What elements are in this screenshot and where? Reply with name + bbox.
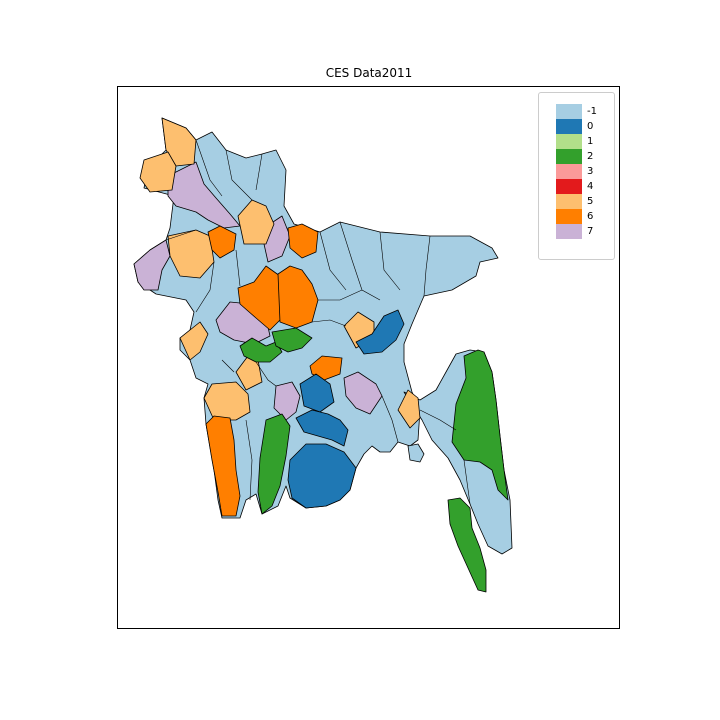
district-cat0 bbox=[295, 409, 349, 447]
district-boundary bbox=[339, 221, 381, 301]
legend-label: 0 bbox=[587, 121, 594, 132]
district-boundary bbox=[318, 289, 363, 301]
district-boundary bbox=[463, 459, 471, 505]
district-cat7 bbox=[167, 161, 241, 229]
legend-swatch bbox=[556, 134, 582, 149]
district-boundary bbox=[195, 261, 215, 313]
district-boundary bbox=[225, 149, 253, 201]
plot-frame bbox=[117, 86, 620, 629]
district-cat0 bbox=[355, 309, 405, 355]
legend-swatch bbox=[556, 209, 582, 224]
legend-swatch bbox=[556, 179, 582, 194]
legend-swatch bbox=[556, 224, 582, 239]
legend-label: 2 bbox=[587, 151, 594, 162]
legend-swatch bbox=[556, 119, 582, 134]
legend-label: -1 bbox=[587, 106, 597, 117]
district-cat5 bbox=[179, 321, 209, 361]
district-boundary bbox=[255, 153, 263, 191]
district-boundary bbox=[319, 231, 347, 291]
district-cat2 bbox=[447, 497, 487, 593]
district-cat6 bbox=[205, 415, 241, 517]
legend-label: 5 bbox=[587, 196, 594, 207]
district-boundary bbox=[423, 235, 431, 297]
district-cat5 bbox=[167, 229, 215, 279]
district-cat6 bbox=[309, 355, 343, 381]
district-cat5 bbox=[139, 151, 177, 193]
district-cat2 bbox=[257, 413, 291, 515]
district-cat5 bbox=[161, 117, 197, 167]
district-cat0 bbox=[287, 443, 357, 509]
district-boundary bbox=[381, 395, 399, 443]
district-cat7 bbox=[343, 371, 383, 415]
legend-label: 7 bbox=[587, 226, 594, 237]
district-cat2 bbox=[271, 327, 313, 353]
district-cat6 bbox=[287, 223, 319, 259]
district-boundary bbox=[419, 409, 457, 431]
district-boundary bbox=[221, 359, 235, 373]
legend-label: 1 bbox=[587, 136, 594, 147]
district-boundary bbox=[195, 139, 223, 197]
legend: -1 0 1 2 3 4 5 6 7 bbox=[538, 92, 615, 260]
legend-swatch bbox=[556, 149, 582, 164]
district-cat5 bbox=[397, 389, 421, 429]
district-cat5 bbox=[235, 355, 263, 391]
legend-label: 3 bbox=[587, 166, 594, 177]
legend-label: 4 bbox=[587, 181, 594, 192]
district-cat2 bbox=[451, 349, 509, 501]
island bbox=[407, 443, 425, 463]
district-boundary bbox=[165, 229, 197, 241]
district-cat7 bbox=[273, 381, 301, 421]
district-boundary bbox=[245, 419, 253, 501]
legend-swatch bbox=[556, 194, 582, 209]
district-boundary bbox=[311, 319, 347, 327]
legend-swatch bbox=[556, 104, 582, 119]
district-boundary bbox=[255, 361, 277, 387]
district-cat2 bbox=[239, 337, 283, 363]
district-boundary bbox=[235, 249, 241, 287]
district-cat7 bbox=[133, 239, 171, 291]
legend-swatch bbox=[556, 164, 582, 179]
district-boundary bbox=[379, 231, 401, 291]
legend-label: 6 bbox=[587, 211, 594, 222]
map-title: CES Data2011 bbox=[325, 66, 413, 80]
district-cat0 bbox=[299, 373, 335, 413]
district-cat6 bbox=[207, 225, 237, 259]
